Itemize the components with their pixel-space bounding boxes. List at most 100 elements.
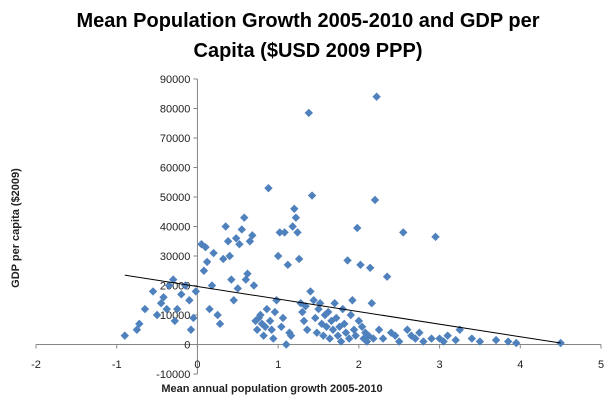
data-point	[248, 231, 257, 240]
data-point	[419, 337, 428, 346]
data-point	[156, 299, 166, 308]
data-point	[280, 228, 289, 237]
data-point	[346, 310, 355, 320]
data-point	[241, 275, 251, 284]
data-point	[390, 331, 400, 340]
x-tick-label: 1	[275, 359, 281, 371]
data-point	[323, 307, 333, 317]
data-point	[367, 299, 376, 308]
data-point	[312, 328, 322, 337]
data-point	[333, 331, 343, 340]
data-point	[290, 204, 299, 213]
data-point	[503, 337, 513, 346]
data-point	[378, 334, 388, 343]
data-point	[221, 222, 230, 231]
data-point	[177, 290, 186, 299]
x-tick-label: -1	[112, 359, 122, 371]
data-point	[341, 328, 351, 337]
data-point	[328, 325, 338, 334]
data-point	[237, 225, 247, 234]
data-point	[275, 228, 284, 237]
data-point	[252, 325, 262, 334]
y-tick-label: 90000	[160, 74, 191, 86]
data-point	[311, 313, 320, 323]
data-point	[173, 304, 182, 314]
x-tick-label: 3	[437, 359, 443, 371]
data-point	[293, 228, 302, 237]
data-point	[132, 325, 142, 334]
data-point	[336, 337, 346, 346]
data-point	[223, 237, 233, 246]
data-point	[249, 281, 259, 290]
data-point	[348, 296, 357, 305]
data-point	[152, 310, 162, 320]
data-point	[135, 319, 144, 329]
data-point	[256, 310, 265, 320]
data-point	[356, 260, 365, 270]
data-point	[399, 228, 408, 237]
data-point	[330, 299, 339, 308]
data-point	[374, 325, 384, 334]
x-tick-label: 5	[598, 359, 604, 371]
data-point	[225, 251, 234, 261]
data-point	[205, 304, 214, 314]
data-point	[269, 334, 278, 343]
data-point	[202, 257, 212, 267]
chart-title-line-1: Mean Population Growth 2005-2010 and GDP…	[76, 10, 540, 32]
data-point	[199, 266, 209, 275]
data-point	[491, 335, 501, 345]
data-point	[240, 213, 249, 222]
data-point	[278, 313, 288, 323]
data-point	[298, 307, 307, 317]
x-tick-label: 2	[356, 359, 362, 371]
data-point	[231, 234, 241, 243]
data-point	[427, 334, 436, 343]
data-point	[299, 316, 309, 326]
data-point	[209, 248, 218, 258]
x-axis-title: Mean annual population growth 2005-2010	[161, 383, 382, 395]
y-tick-label: 0	[184, 340, 190, 352]
data-point	[148, 287, 158, 296]
data-point	[351, 331, 360, 340]
data-point	[273, 251, 283, 261]
data-point	[282, 340, 291, 349]
data-point	[201, 242, 210, 252]
data-point	[370, 195, 380, 205]
data-point	[340, 319, 349, 329]
data-point	[140, 304, 150, 314]
chart-title-line-2: Capita ($USD 2009 PPP)	[193, 40, 423, 62]
data-point	[306, 287, 315, 296]
data-point	[159, 293, 168, 302]
data-point	[354, 316, 364, 326]
y-tick-label: 70000	[160, 133, 191, 145]
data-point	[213, 310, 222, 320]
data-point	[162, 304, 171, 314]
y-tick-label: 60000	[160, 163, 191, 175]
data-point	[120, 331, 129, 340]
data-point	[304, 108, 314, 118]
y-tick-label: 10000	[160, 310, 191, 322]
data-point	[362, 337, 372, 346]
data-point	[309, 296, 318, 305]
data-point	[365, 263, 375, 272]
data-point	[261, 322, 270, 331]
data-point	[353, 223, 362, 233]
data-point	[415, 328, 424, 337]
data-point	[186, 325, 196, 334]
data-point	[357, 322, 367, 331]
data-point	[164, 281, 174, 290]
data-point	[411, 334, 420, 343]
data-point	[207, 281, 217, 290]
y-tick-label: -10000	[156, 369, 190, 381]
data-point	[291, 213, 301, 222]
data-point	[382, 272, 392, 281]
data-point	[512, 338, 521, 348]
data-point	[431, 232, 440, 242]
data-point	[169, 275, 178, 284]
data-point	[319, 331, 328, 340]
data-point	[349, 325, 359, 334]
data-point	[286, 331, 296, 340]
data-point	[372, 92, 381, 101]
